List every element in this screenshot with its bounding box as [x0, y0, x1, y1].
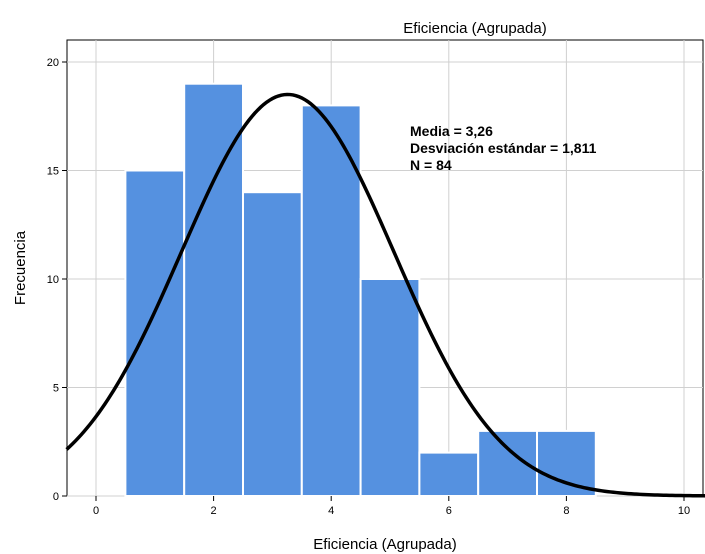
chart-title: Eficiencia (Agrupada): [403, 20, 546, 37]
histogram-bar-4: [300, 104, 362, 498]
y-tick-label: 10: [47, 274, 59, 286]
x-tick-label: 2: [211, 505, 217, 517]
histogram-bar-1: [124, 169, 186, 497]
stats-box: Media = 3,26 Desviación estándar = 1,811…: [410, 123, 597, 173]
histogram-bar-8: [536, 429, 597, 497]
stat-n: N = 84: [410, 157, 452, 173]
x-tick-label: 0: [93, 505, 99, 517]
stat-mean: Media = 3,26: [410, 123, 493, 139]
y-tick-label: 15: [47, 166, 59, 178]
histogram-bar-6: [418, 451, 480, 498]
x-tick-label: 4: [328, 505, 334, 517]
histogram-bar-2: [183, 82, 244, 497]
x-axis-label: Eficiencia (Agrupada): [313, 536, 456, 553]
histogram-bar-3: [242, 191, 303, 497]
x-tick-label: 10: [678, 505, 690, 517]
x-axis-ticks: 0 2 4 6 8 10: [93, 496, 690, 517]
y-axis-ticks: 0 5 10 15 20: [47, 57, 67, 503]
histogram-bars: [124, 82, 597, 498]
y-tick-label: 20: [47, 57, 59, 69]
stat-sd: Desviación estándar = 1,811: [410, 140, 597, 156]
y-tick-label: 5: [53, 383, 59, 395]
y-tick-label: 0: [53, 491, 59, 503]
normal-curve: [65, 92, 705, 498]
normal-curve-group: [65, 92, 705, 498]
histogram-bar-5: [359, 278, 421, 497]
x-tick-label: 8: [563, 505, 569, 517]
x-tick-label: 6: [446, 505, 452, 517]
y-axis-label: Frecuencia: [12, 230, 29, 305]
